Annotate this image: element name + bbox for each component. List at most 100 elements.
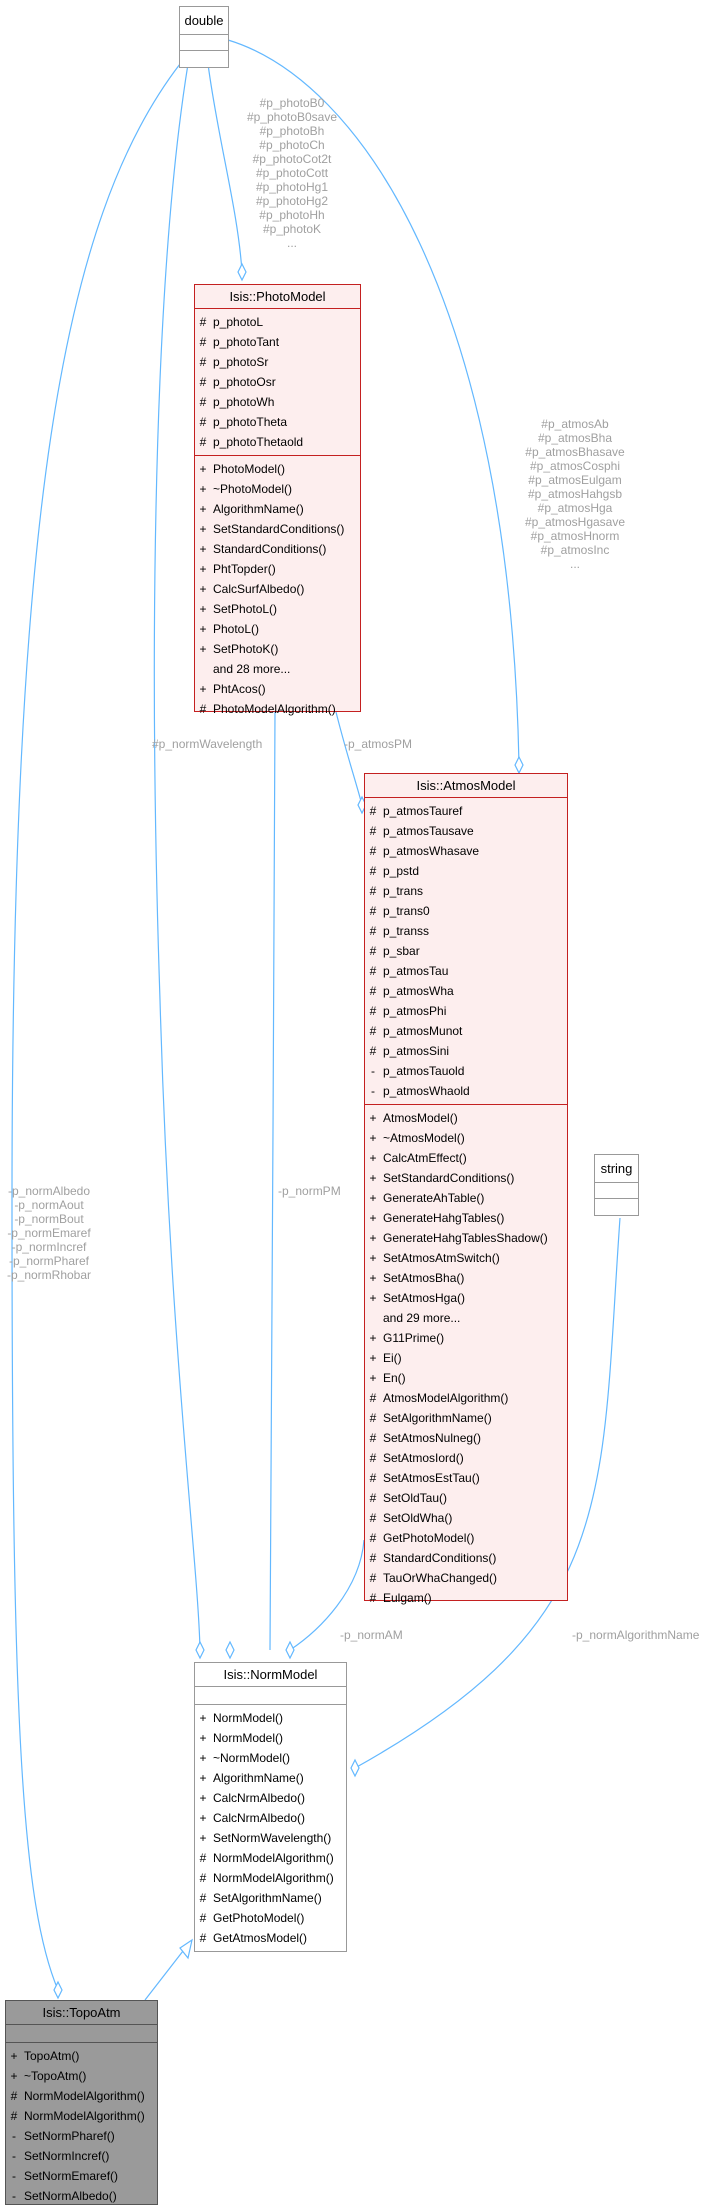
member-row[interactable]: + PhotoModel()	[195, 459, 360, 479]
member-row[interactable]: # p_trans	[365, 881, 567, 901]
member-row[interactable]: # p_sbar	[365, 941, 567, 961]
member-row[interactable]: # p_atmosWha	[365, 981, 567, 1001]
member-row[interactable]: # Eulgam()	[365, 1588, 567, 1608]
member-row[interactable]: # TauOrWhaChanged()	[365, 1568, 567, 1588]
visibility-marker: #	[369, 844, 377, 858]
member-row[interactable]: - SetNormAlbedo()	[6, 2186, 157, 2206]
class-photomodel[interactable]: Isis::PhotoModel # p_photoL # p_photoTant # p…	[194, 284, 361, 716]
member-row[interactable]: # SetOldTau()	[365, 1488, 567, 1508]
class-normmodel[interactable]: Isis::NormModel + NormModel() + NormModel()…	[194, 1662, 347, 1952]
member-row[interactable]: + SetAtmosHga()	[365, 1288, 567, 1308]
member-row[interactable]: + SetStandardConditions()	[195, 519, 360, 539]
class-topoatm[interactable]: Isis::TopoAtm + TopoAtm() + ~TopoAtm() # Norm…	[5, 2000, 158, 2205]
member-row[interactable]: + GenerateHahgTablesShadow()	[365, 1228, 567, 1248]
member-row[interactable]: + CalcAtmEffect()	[365, 1148, 567, 1168]
member-row[interactable]: + TopoAtm()	[6, 2046, 157, 2066]
member-row[interactable]: # p_pstd	[365, 861, 567, 881]
member-row[interactable]: + SetAtmosAtmSwitch()	[365, 1248, 567, 1268]
norm-pm-label: -p_normPM	[278, 1184, 341, 1198]
member-row[interactable]: + SetAtmosBha()	[365, 1268, 567, 1288]
member-row[interactable]: # SetAtmosIord()	[365, 1448, 567, 1468]
class-string[interactable]: string	[594, 1154, 639, 1216]
member-row[interactable]: + ~AtmosModel()	[365, 1128, 567, 1148]
member-row[interactable]: # PhotoModelAlgorithm()	[195, 699, 360, 719]
member-row[interactable]: # SetAlgorithmName()	[195, 1888, 346, 1908]
member-row[interactable]: # p_photoTheta	[195, 412, 360, 432]
member-row[interactable]: # p_photoOsr	[195, 372, 360, 392]
member-row[interactable]: - SetNormPharef()	[6, 2126, 157, 2146]
member-row[interactable]: # NormModelAlgorithm()	[6, 2106, 157, 2126]
member-row[interactable]: + CalcNrmAlbedo()	[195, 1808, 346, 1828]
member-row[interactable]: # GetPhotoModel()	[195, 1908, 346, 1928]
member-row[interactable]: # p_atmosSini	[365, 1041, 567, 1061]
member-row[interactable]: # AtmosModelAlgorithm()	[365, 1388, 567, 1408]
member-row[interactable]: + ~NormModel()	[195, 1748, 346, 1768]
member-row[interactable]: + AlgorithmName()	[195, 499, 360, 519]
member-row[interactable]: + SetPhotoK()	[195, 639, 360, 659]
class-atmosmodel[interactable]: Isis::AtmosModel # p_atmosTauref # p_atmosT…	[364, 773, 568, 1605]
class-double[interactable]: double	[179, 6, 229, 68]
member-row[interactable]: + NormModel()	[195, 1728, 346, 1748]
member-row[interactable]: # SetOldWha()	[365, 1508, 567, 1528]
member-row[interactable]: + G11Prime()	[365, 1328, 567, 1348]
member-row[interactable]: # p_atmosMunot	[365, 1021, 567, 1041]
member-row[interactable]: # p_atmosWhasave	[365, 841, 567, 861]
member-row[interactable]: # p_atmosTauref	[365, 801, 567, 821]
member-row[interactable]: # NormModelAlgorithm()	[195, 1848, 346, 1868]
member-row[interactable]: # p_photoSr	[195, 352, 360, 372]
member-row[interactable]: + PhotoL()	[195, 619, 360, 639]
member-row[interactable]: # p_photoL	[195, 312, 360, 332]
member-row[interactable]: + SetNormWavelength()	[195, 1828, 346, 1848]
member-row[interactable]: # SetAtmosEstTau()	[365, 1468, 567, 1488]
member-row[interactable]: # p_atmosTau	[365, 961, 567, 981]
diamond-norm-wavelength	[195, 1640, 205, 1660]
member-row[interactable]: and 28 more...	[195, 659, 360, 679]
member-row[interactable]: # NormModelAlgorithm()	[195, 1868, 346, 1888]
member-row[interactable]: + GenerateAhTable()	[365, 1188, 567, 1208]
member-row[interactable]: - SetNormEmaref()	[6, 2166, 157, 2186]
member-row[interactable]: # SetAlgorithmName()	[365, 1408, 567, 1428]
member-row[interactable]: # p_photoTant	[195, 332, 360, 352]
visibility-marker: +	[199, 642, 207, 656]
member-row[interactable]: # StandardConditions()	[365, 1548, 567, 1568]
member-row[interactable]: + GenerateHahgTables()	[365, 1208, 567, 1228]
visibility-marker: #	[369, 1411, 377, 1425]
member-row[interactable]: + SetStandardConditions()	[365, 1168, 567, 1188]
member-row[interactable]: + PhtTopder()	[195, 559, 360, 579]
member-row[interactable]: + StandardConditions()	[195, 539, 360, 559]
edge-double-topoatm	[11, 63, 181, 1991]
member-row[interactable]: # p_atmosTausave	[365, 821, 567, 841]
member-row[interactable]: + PhtAcos()	[195, 679, 360, 699]
member-row[interactable]: + SetPhotoL()	[195, 599, 360, 619]
member-row[interactable]: + NormModel()	[195, 1708, 346, 1728]
member-name: SetOldTau()	[383, 1491, 448, 1505]
member-name: SetPhotoL()	[213, 602, 278, 616]
member-row[interactable]: # p_photoWh	[195, 392, 360, 412]
member-row[interactable]: - SetNormIncref()	[6, 2146, 157, 2166]
member-row[interactable]: + CalcNrmAlbedo()	[195, 1788, 346, 1808]
member-row[interactable]: # GetAtmosModel()	[195, 1928, 346, 1948]
member-row[interactable]: + Ei()	[365, 1348, 567, 1368]
member-row[interactable]: # p_photoThetaold	[195, 432, 360, 452]
member-row[interactable]: # p_trans0	[365, 901, 567, 921]
member-row[interactable]: # p_transs	[365, 921, 567, 941]
member-row[interactable]: + ~TopoAtm()	[6, 2066, 157, 2086]
member-row[interactable]: + ~PhotoModel()	[195, 479, 360, 499]
visibility-marker: #	[199, 355, 207, 369]
member-name: p_atmosWha	[383, 984, 454, 998]
visibility-marker: #	[199, 395, 207, 409]
member-row[interactable]: and 29 more...	[365, 1308, 567, 1328]
member-row[interactable]: # p_atmosPhi	[365, 1001, 567, 1021]
member-row[interactable]: # GetPhotoModel()	[365, 1528, 567, 1548]
visibility-marker: #	[369, 964, 377, 978]
member-row[interactable]: + AlgorithmName()	[195, 1768, 346, 1788]
member-name: SetAtmosIord()	[383, 1451, 464, 1465]
diamond-norm-am	[285, 1640, 295, 1660]
member-row[interactable]: - p_atmosWhaold	[365, 1081, 567, 1101]
member-row[interactable]: # NormModelAlgorithm()	[6, 2086, 157, 2106]
member-row[interactable]: - p_atmosTauold	[365, 1061, 567, 1081]
member-row[interactable]: # SetAtmosNulneg()	[365, 1428, 567, 1448]
member-row[interactable]: + AtmosModel()	[365, 1108, 567, 1128]
member-row[interactable]: + CalcSurfAlbedo()	[195, 579, 360, 599]
member-row[interactable]: + En()	[365, 1368, 567, 1388]
